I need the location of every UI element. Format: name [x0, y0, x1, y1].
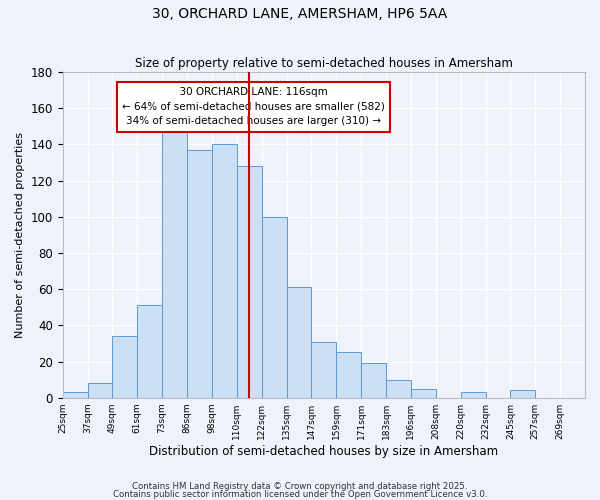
Bar: [112, 336, 137, 398]
Bar: [287, 288, 311, 398]
Bar: [212, 144, 237, 398]
X-axis label: Distribution of semi-detached houses by size in Amersham: Distribution of semi-detached houses by …: [149, 444, 499, 458]
Text: 30, ORCHARD LANE, AMERSHAM, HP6 5AA: 30, ORCHARD LANE, AMERSHAM, HP6 5AA: [152, 8, 448, 22]
Bar: [88, 383, 112, 398]
Bar: [411, 388, 436, 398]
Text: Contains public sector information licensed under the Open Government Licence v3: Contains public sector information licen…: [113, 490, 487, 499]
Bar: [511, 390, 535, 398]
Bar: [336, 352, 361, 398]
Bar: [237, 166, 262, 398]
Bar: [62, 392, 88, 398]
Bar: [386, 380, 411, 398]
Bar: [461, 392, 485, 398]
Text: 30 ORCHARD LANE: 116sqm  
← 64% of semi-detached houses are smaller (582)
34% of: 30 ORCHARD LANE: 116sqm ← 64% of semi-de…: [122, 86, 385, 126]
Y-axis label: Number of semi-detached properties: Number of semi-detached properties: [15, 132, 25, 338]
Text: Contains HM Land Registry data © Crown copyright and database right 2025.: Contains HM Land Registry data © Crown c…: [132, 482, 468, 491]
Bar: [137, 306, 162, 398]
Bar: [361, 364, 386, 398]
Bar: [311, 342, 336, 398]
Bar: [262, 217, 287, 398]
Title: Size of property relative to semi-detached houses in Amersham: Size of property relative to semi-detach…: [135, 56, 513, 70]
Bar: [187, 150, 212, 398]
Bar: [162, 126, 187, 398]
